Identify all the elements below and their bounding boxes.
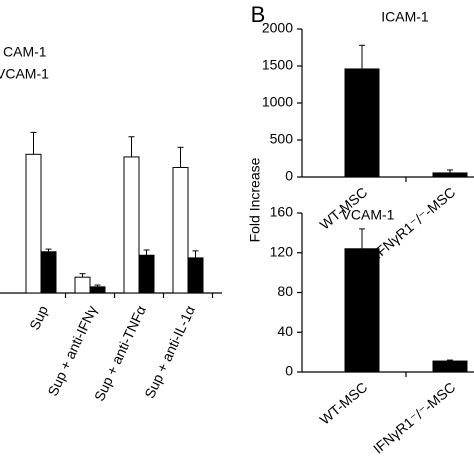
x-tick-label: Sup + anti-IFNγ	[44, 303, 100, 398]
bar	[187, 257, 204, 294]
bar	[89, 286, 106, 294]
y-tick-label: 500	[270, 131, 294, 147]
y-tick-label: 2000	[262, 20, 293, 36]
bar	[344, 68, 380, 178]
bar	[40, 251, 57, 294]
y-tick-label: 1500	[262, 57, 293, 73]
bar	[432, 172, 468, 178]
chart-title: VCAM-1	[342, 207, 395, 223]
chart-title: ICAM-1	[381, 9, 429, 25]
x-tick-label: Sup + anti-TNFα	[91, 303, 149, 403]
bar	[74, 276, 91, 294]
y-tick-label: 0	[285, 363, 293, 379]
legend-label: CAM-1	[3, 44, 47, 60]
y-tick-label: 0	[285, 168, 293, 184]
y-tick-label: 120	[270, 243, 294, 259]
panel-label: B	[251, 2, 266, 27]
y-tick-label: 160	[270, 204, 294, 220]
x-tick-label: IFNγR1⁻/⁻-MSC	[370, 379, 458, 457]
x-tick-label: WT-MSC	[317, 379, 371, 428]
legend-label: VCAM-1	[0, 66, 49, 82]
y-tick-label: 1000	[262, 94, 293, 110]
bar	[172, 166, 189, 294]
x-tick-label: IFNγR1⁻/⁻-MSC	[370, 184, 458, 262]
y-axis-label: Fold Increase	[247, 157, 263, 242]
bar	[138, 254, 155, 294]
y-tick-label: 80	[277, 283, 293, 299]
x-tick-label: Sup	[26, 303, 51, 333]
bar	[344, 248, 380, 373]
bar	[432, 360, 468, 373]
bar	[123, 156, 140, 294]
bar	[25, 153, 42, 294]
y-tick-label: 40	[277, 323, 293, 339]
x-tick-label: Sup + anti-IL-1α	[141, 303, 198, 401]
